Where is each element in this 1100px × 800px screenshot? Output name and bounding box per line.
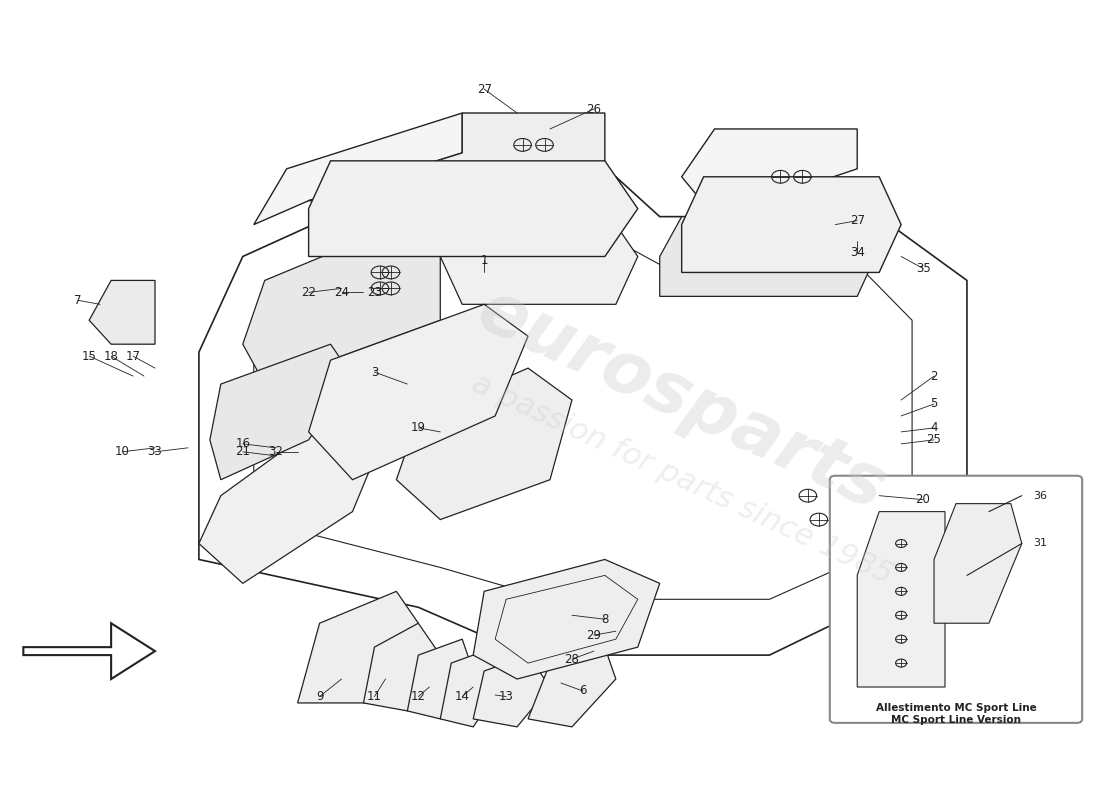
Text: 8: 8 (602, 613, 608, 626)
Text: Allestimento MC Sport Line
MC Sport Line Version: Allestimento MC Sport Line MC Sport Line… (876, 703, 1036, 725)
Text: 29: 29 (586, 629, 602, 642)
Polygon shape (682, 177, 901, 273)
Text: 16: 16 (235, 438, 251, 450)
Text: 35: 35 (915, 262, 931, 275)
Text: 32: 32 (268, 446, 283, 458)
Polygon shape (473, 559, 660, 679)
Text: eurosparts: eurosparts (466, 275, 896, 525)
Text: 15: 15 (81, 350, 97, 362)
Text: 24: 24 (334, 286, 349, 299)
Polygon shape (89, 281, 155, 344)
Text: 26: 26 (586, 102, 602, 115)
Polygon shape (682, 129, 857, 217)
Text: 21: 21 (235, 446, 251, 458)
Text: 9: 9 (316, 690, 323, 703)
Text: 22: 22 (301, 286, 316, 299)
Text: 10: 10 (114, 446, 130, 458)
Text: 28: 28 (564, 653, 580, 666)
Polygon shape (298, 591, 418, 703)
Polygon shape (199, 416, 385, 583)
Polygon shape (309, 304, 528, 480)
Polygon shape (254, 113, 462, 225)
Text: 13: 13 (498, 690, 514, 703)
Text: 1: 1 (481, 254, 488, 267)
Text: 5: 5 (931, 398, 937, 410)
Text: 11: 11 (367, 690, 382, 703)
Polygon shape (440, 647, 506, 727)
Text: 17: 17 (125, 350, 141, 362)
Text: 12: 12 (410, 690, 426, 703)
Polygon shape (407, 639, 473, 719)
Text: 33: 33 (147, 446, 163, 458)
Polygon shape (23, 623, 155, 679)
Polygon shape (363, 623, 440, 711)
Polygon shape (528, 647, 616, 727)
Polygon shape (243, 217, 440, 384)
Polygon shape (440, 225, 638, 304)
Text: 7: 7 (75, 294, 81, 307)
FancyBboxPatch shape (829, 476, 1082, 723)
Text: 25: 25 (926, 434, 942, 446)
Text: 20: 20 (915, 493, 931, 506)
Polygon shape (309, 113, 605, 201)
Text: 19: 19 (410, 422, 426, 434)
Polygon shape (857, 512, 945, 687)
Polygon shape (660, 217, 879, 296)
Text: 4: 4 (931, 422, 938, 434)
Polygon shape (934, 504, 1022, 623)
Text: 18: 18 (103, 350, 119, 362)
Text: 27: 27 (849, 214, 865, 227)
Text: 27: 27 (476, 82, 492, 95)
Polygon shape (309, 161, 638, 257)
Polygon shape (396, 368, 572, 519)
Polygon shape (210, 344, 352, 480)
Text: 31: 31 (1033, 538, 1047, 549)
Text: 2: 2 (931, 370, 938, 382)
Text: 23: 23 (367, 286, 382, 299)
Text: 3: 3 (371, 366, 378, 378)
Text: 6: 6 (580, 685, 586, 698)
Polygon shape (473, 655, 550, 727)
Text: a passion for parts since 1985: a passion for parts since 1985 (466, 369, 896, 590)
Text: 36: 36 (1033, 490, 1047, 501)
Text: 34: 34 (850, 246, 865, 259)
Text: 14: 14 (454, 690, 470, 703)
